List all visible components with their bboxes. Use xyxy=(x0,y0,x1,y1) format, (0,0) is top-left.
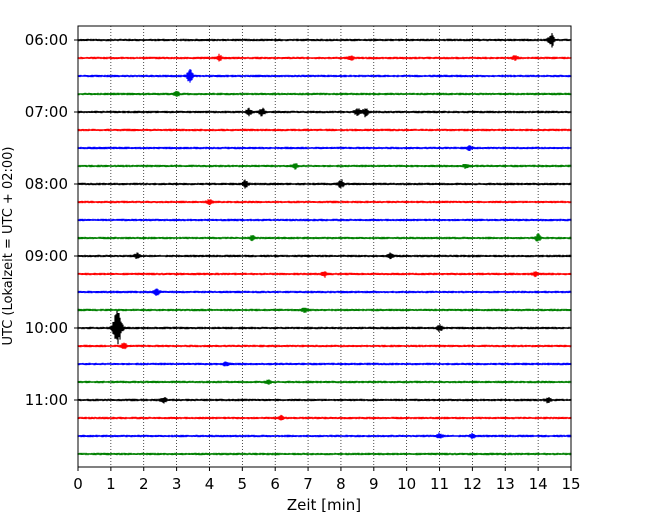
x-tick-label: 11 xyxy=(430,475,449,493)
x-tick-label: 15 xyxy=(561,475,580,493)
x-tick-label: 13 xyxy=(496,475,515,493)
x-tick-label: 6 xyxy=(270,475,280,493)
x-tick-label: 4 xyxy=(205,475,215,493)
x-tick-label: 8 xyxy=(336,475,346,493)
y-axis-ticks: 06:00 07:00 08:00 09:00 10:00 11:00 xyxy=(25,31,78,409)
y-axis-label: UTC (Lokalzeit = UTC + 02:00) xyxy=(1,147,16,346)
x-tick-label: 1 xyxy=(106,475,116,493)
x-tick-label: 12 xyxy=(463,475,482,493)
x-tick-label: 5 xyxy=(238,475,248,493)
y-tick-label: 08:00 xyxy=(25,175,68,193)
x-tick-label: 3 xyxy=(172,475,182,493)
y-tick-label: 07:00 xyxy=(25,103,68,121)
x-tick-label: 9 xyxy=(369,475,379,493)
x-axis-label: Zeit [min] xyxy=(287,496,361,514)
x-tick-label: 2 xyxy=(139,475,149,493)
x-tick-label: 14 xyxy=(529,475,548,493)
x-tick-label: 0 xyxy=(73,475,83,493)
x-tick-label: 7 xyxy=(303,475,313,493)
y-tick-label: 06:00 xyxy=(25,31,68,49)
y-tick-label: 11:00 xyxy=(25,391,68,409)
y-tick-label: 10:00 xyxy=(25,319,68,337)
y-tick-label: 09:00 xyxy=(25,247,68,265)
plot-frame xyxy=(77,25,572,468)
x-tick-label: 10 xyxy=(397,475,416,493)
x-axis-ticks: 0 1 2 3 4 5 6 7 8 9 10 11 12 13 14 15 xyxy=(73,467,581,493)
